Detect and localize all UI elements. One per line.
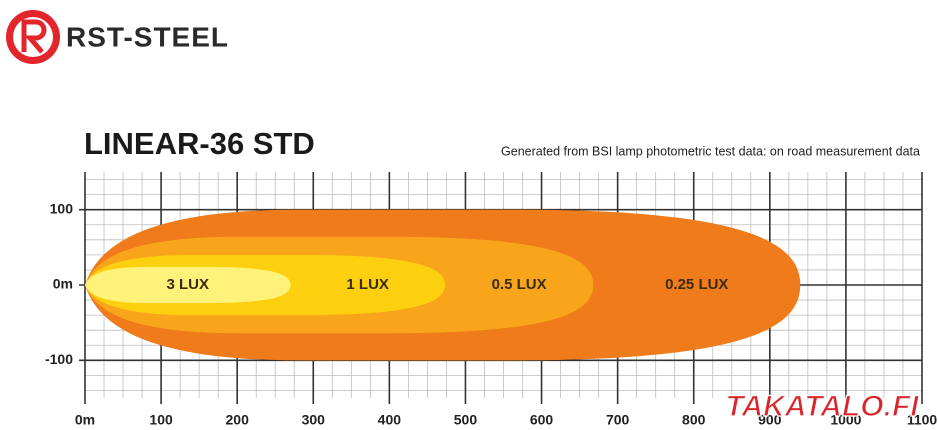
y-tick-label: 0m <box>53 276 73 292</box>
x-tick-label: 100 <box>149 412 173 428</box>
chart-title: LINEAR-36 STD <box>84 126 315 161</box>
zone-label: 3 LUX <box>166 276 209 293</box>
y-tick-label: 100 <box>50 200 74 216</box>
x-tick-label: 1100 <box>907 412 938 428</box>
x-tick-label: 400 <box>378 412 402 428</box>
beam-zone <box>85 266 291 304</box>
x-tick-label: 200 <box>226 412 250 428</box>
x-tick-label: 900 <box>758 412 782 428</box>
labels: 0m 100 200 300 400 500 600 700 800 900 1000 1100 100… <box>45 200 937 427</box>
x-tick-label: 1000 <box>830 412 861 428</box>
x-tick-label: 700 <box>606 412 630 428</box>
brand: RST-STEEL <box>66 21 229 52</box>
x-tick-label: 800 <box>682 412 706 428</box>
zones <box>85 209 801 361</box>
chart-subtitle: Generated from BSI lamp photometric test… <box>501 144 920 158</box>
zone-label: 0.5 LUX <box>492 276 547 293</box>
zone-label: 1 LUX <box>346 276 389 293</box>
logo: RST-STEEL <box>6 10 229 64</box>
logo-r <box>21 19 47 54</box>
x-tick-label: 0m <box>75 412 95 428</box>
watermark: TAKATALO.FI <box>725 390 919 423</box>
zone-label: 0.25 LUX <box>665 276 728 293</box>
y-tick-label: -100 <box>45 351 73 367</box>
x-tick-label: 300 <box>302 412 326 428</box>
x-tick-label: 500 <box>454 412 478 428</box>
x-tick-label: 600 <box>530 412 554 428</box>
